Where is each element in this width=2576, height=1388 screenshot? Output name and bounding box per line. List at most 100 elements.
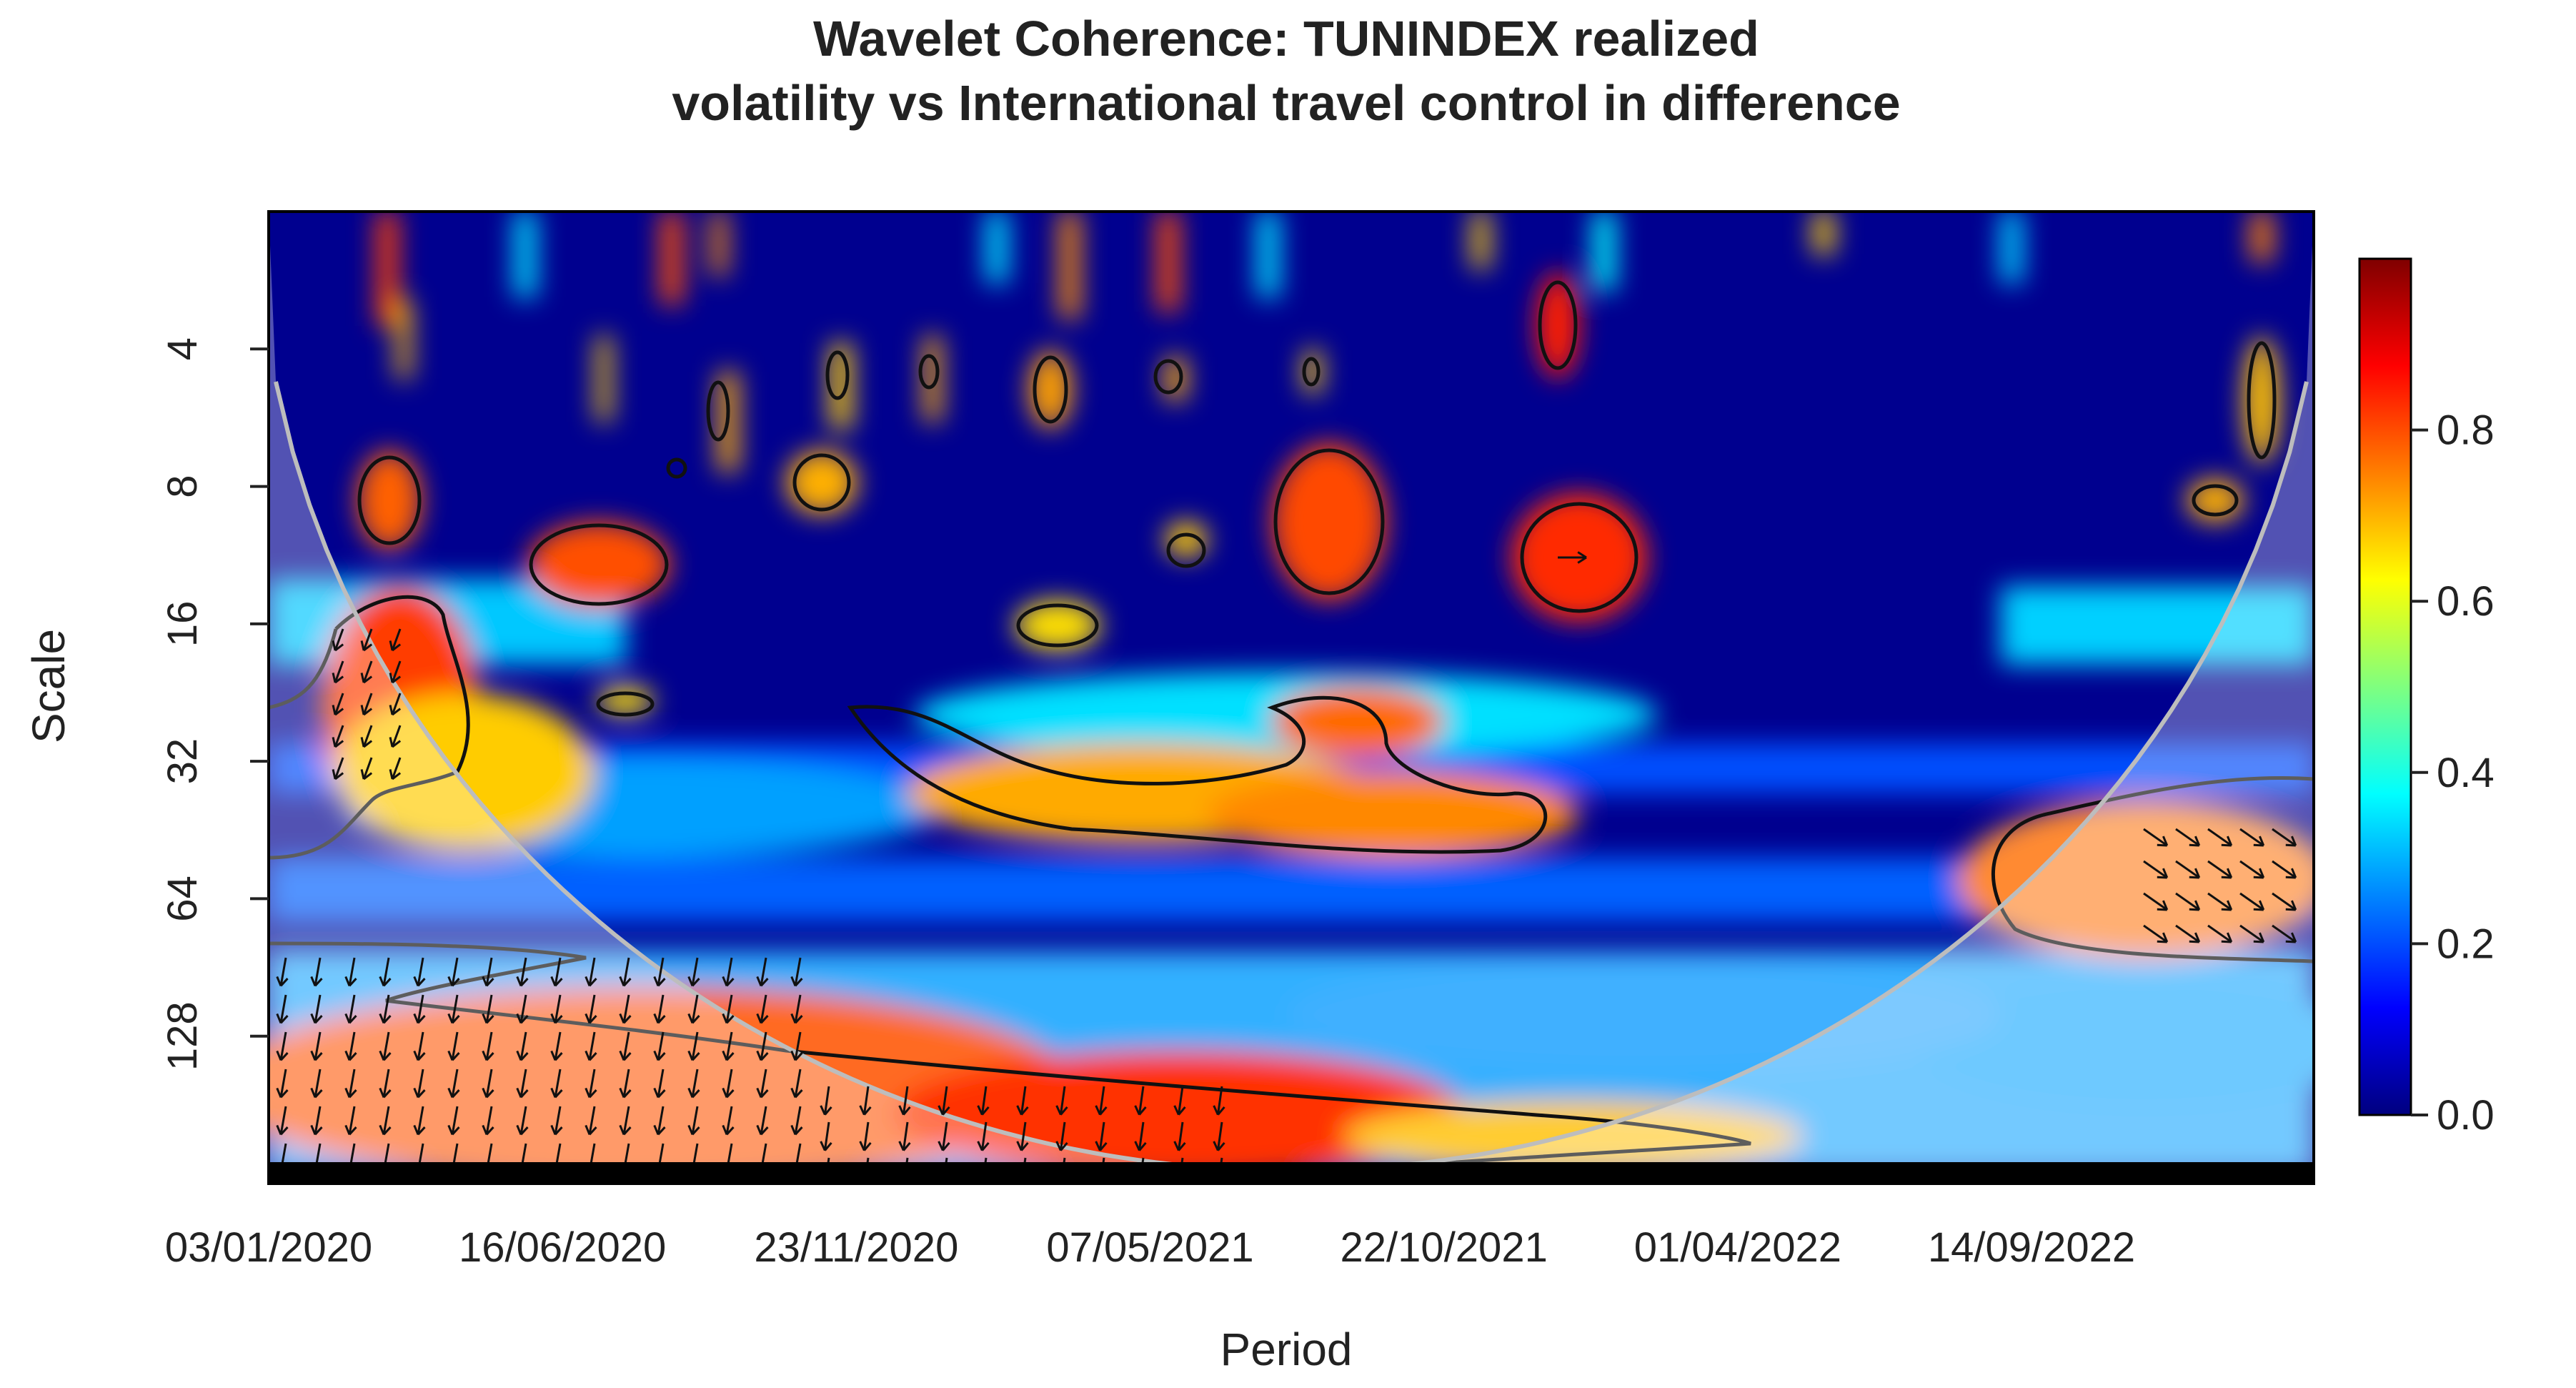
phase-arrow xyxy=(2143,892,2169,911)
phase-arrow xyxy=(389,628,402,652)
phase-arrow xyxy=(1055,1121,1068,1151)
phase-arrow xyxy=(332,628,344,652)
phase-arrow xyxy=(389,725,402,748)
phase-arrow xyxy=(276,957,289,987)
contour-peak-2 xyxy=(529,523,669,606)
phase-arrow xyxy=(389,693,402,716)
contour-peak-3 xyxy=(1273,448,1385,595)
phase-arrow xyxy=(1016,1121,1029,1151)
x-tick-label: 16/06/2020 xyxy=(459,1224,666,1271)
contour-bottom xyxy=(269,941,1751,1174)
phase-arrow xyxy=(756,1069,769,1099)
phase-arrow xyxy=(310,1106,323,1136)
phase-arrow xyxy=(482,994,494,1024)
phase-arrow xyxy=(2272,924,2297,943)
phase-arrow xyxy=(276,994,289,1024)
phase-arrow xyxy=(756,994,769,1024)
phase-arrow xyxy=(2175,892,2201,911)
phase-arrow xyxy=(447,1069,460,1099)
phase-arrow xyxy=(977,1086,990,1116)
phase-arrow xyxy=(790,1069,803,1099)
blob-center-low xyxy=(1286,958,2001,1072)
phase-arrow xyxy=(619,957,632,987)
y-tick-label: 128 xyxy=(159,1001,206,1071)
streak-3 xyxy=(597,336,611,422)
phase-arrow xyxy=(360,693,373,716)
phase-arrow xyxy=(2175,924,2201,943)
phase-arrow xyxy=(977,1121,990,1151)
contour-peak-12 xyxy=(596,691,655,717)
contour-right-64 xyxy=(1991,775,2314,963)
phase-arrow xyxy=(938,1121,950,1151)
phase-arrow xyxy=(2239,924,2265,943)
phase-arrow xyxy=(344,957,357,987)
phase-arrow xyxy=(389,660,402,684)
phase-arrow xyxy=(550,957,563,987)
phase-arrow xyxy=(585,994,597,1024)
blob-right-low xyxy=(1915,979,2314,1108)
phase-arrow xyxy=(2207,828,2233,847)
contour-peak-6 xyxy=(792,453,851,512)
y-tick-label: 4 xyxy=(159,337,206,360)
cone-of-influence-shade xyxy=(269,212,2314,1174)
phase-arrow xyxy=(379,1106,392,1136)
y-tick-label: 16 xyxy=(159,601,206,648)
phase-arrow xyxy=(653,994,666,1024)
x-axis-label: Period xyxy=(1220,1324,1353,1375)
phase-arrow xyxy=(756,957,769,987)
streak-14 xyxy=(1814,212,1834,254)
plot-area xyxy=(269,212,2314,1174)
phase-arrow xyxy=(653,1069,666,1099)
x-tick-label: 22/10/2021 xyxy=(1341,1224,1548,1271)
colorbar-tick-label: 0.0 xyxy=(2437,1092,2495,1139)
contour-peak-16 xyxy=(1153,359,1183,395)
phase-arrow xyxy=(898,1121,911,1151)
colorbar-axis: 0.0 0.2 0.4 0.6 0.8 xyxy=(2411,407,2495,1139)
phase-arrow xyxy=(790,957,803,987)
phase-arrow xyxy=(653,1106,666,1136)
phase-arrow xyxy=(344,1031,357,1061)
phase-arrow xyxy=(516,1069,529,1099)
streak-1 xyxy=(377,212,398,326)
phase-arrow xyxy=(619,1031,632,1061)
region-bottom-left xyxy=(269,986,1072,1174)
phase-arrow xyxy=(820,1121,832,1151)
phase-arrow xyxy=(2272,892,2297,911)
phase-arrow xyxy=(550,1031,563,1061)
phase-arrow xyxy=(2207,860,2233,879)
phase-arrow xyxy=(722,1031,735,1061)
contour-peak-4 xyxy=(1520,502,1638,613)
phase-arrow xyxy=(413,994,426,1024)
phase-arrow xyxy=(585,957,597,987)
phase-arrow xyxy=(1134,1121,1147,1151)
streak-17 xyxy=(986,212,1008,283)
phase-arrow xyxy=(2143,860,2169,879)
colorbar xyxy=(2358,257,2412,1116)
phase-arrow xyxy=(722,1106,735,1136)
phase-arrow xyxy=(447,1106,460,1136)
contour-peak-9 xyxy=(2247,341,2277,460)
y-tick-label: 64 xyxy=(159,876,206,922)
phase-arrow xyxy=(722,957,735,987)
contour-left-edge xyxy=(269,628,338,710)
streak-2 xyxy=(397,300,411,379)
phase-arrow xyxy=(687,957,700,987)
region-peak-11 xyxy=(1165,522,1208,557)
streak-5 xyxy=(711,212,727,276)
phase-arrow xyxy=(344,994,357,1024)
phase-arrow xyxy=(585,1031,597,1061)
phase-arrow xyxy=(2272,860,2297,879)
contour-peak-13 xyxy=(706,380,730,442)
streak-8 xyxy=(924,336,941,422)
phase-arrow xyxy=(898,1086,911,1116)
phase-arrow xyxy=(413,957,426,987)
x-tick-label: 07/05/2021 xyxy=(1046,1224,1253,1271)
phase-arrow xyxy=(2143,924,2169,943)
phase-arrow xyxy=(482,1106,494,1136)
phase-arrow xyxy=(276,1106,289,1136)
phase-arrow xyxy=(585,1069,597,1099)
phase-arrow xyxy=(1558,551,1587,564)
phase-arrow xyxy=(379,994,392,1024)
plot-bottom-strip xyxy=(269,1162,2314,1184)
phase-arrow xyxy=(790,994,803,1024)
